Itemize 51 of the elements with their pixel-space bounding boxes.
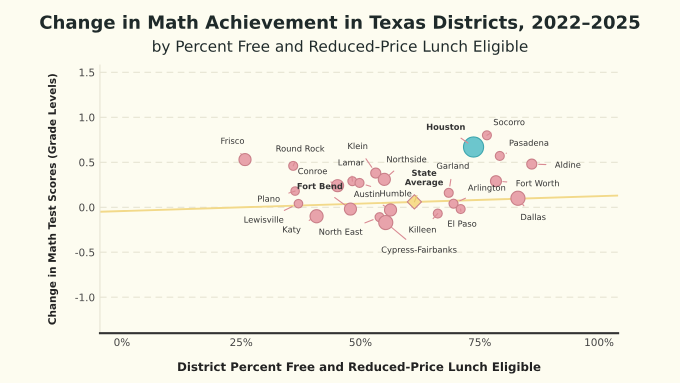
point — [456, 204, 466, 214]
annotation: Cypress-Fairbanks — [382, 246, 457, 254]
annotation: Lewisville — [244, 216, 284, 223]
y-tick-label: -0.5 — [75, 248, 94, 256]
x-tick-label: 100% — [585, 338, 614, 346]
point — [444, 188, 454, 198]
annotation: Garland — [436, 162, 469, 169]
annotation: Fort Bend — [298, 182, 342, 190]
annotation: Round Rock — [276, 145, 325, 152]
point — [288, 160, 298, 171]
point — [448, 198, 459, 209]
x-tick-label: 75% — [469, 338, 491, 346]
annotation: Northside — [387, 156, 426, 162]
y-tick-label: 1.5 — [80, 68, 94, 76]
x-tick-label: 50% — [350, 338, 372, 346]
point — [294, 198, 304, 208]
annotation: Katy — [283, 226, 301, 234]
annotation: Lamar — [338, 159, 364, 166]
annotation: Fort Worth — [516, 180, 559, 186]
annotation: Humble — [380, 190, 412, 196]
x-axis-title: District Percent Free and Reduced-Price Lunch Eligible — [178, 362, 540, 374]
y-tick-label: 1.0 — [80, 114, 94, 122]
point — [526, 158, 538, 170]
annotation: Conroe — [298, 168, 327, 174]
y-tick-label: -1.0 — [75, 293, 94, 302]
chart-title: Change in Math Achievement in Texas Districts, 2022–2025 — [40, 15, 640, 33]
point — [494, 150, 505, 162]
annotation: El Paso — [448, 220, 476, 227]
annotation: Houston — [426, 124, 465, 130]
annotation: Aldine — [554, 161, 580, 168]
annotation: State Average — [404, 170, 443, 187]
point — [370, 167, 382, 179]
annotation: North East — [320, 228, 362, 235]
annotation: Plano — [258, 195, 280, 202]
annotation: Dallas — [521, 214, 546, 220]
chart-subtitle: by Percent Free and Reduced-Price Lunch Eligible — [153, 40, 528, 55]
y-tick-label: 0.0 — [79, 203, 94, 212]
annotation: Klein — [348, 142, 368, 150]
y-axis-title: Change in Math Test Scores (Grade Levels) — [48, 74, 58, 325]
annotation: Killeen — [409, 226, 436, 233]
point — [432, 208, 443, 219]
annotation: Socorro — [494, 118, 525, 126]
annotation: Frisco — [221, 137, 244, 144]
x-tick-label: 25% — [230, 338, 252, 346]
point — [354, 178, 365, 188]
y-tick-label: 0.5 — [79, 158, 94, 166]
point — [482, 130, 492, 140]
x-tick-label: 0% — [114, 338, 130, 346]
annotation: Austin — [354, 190, 380, 198]
annotation: Arlington — [468, 184, 506, 192]
annotation: Pasadena — [510, 139, 548, 146]
